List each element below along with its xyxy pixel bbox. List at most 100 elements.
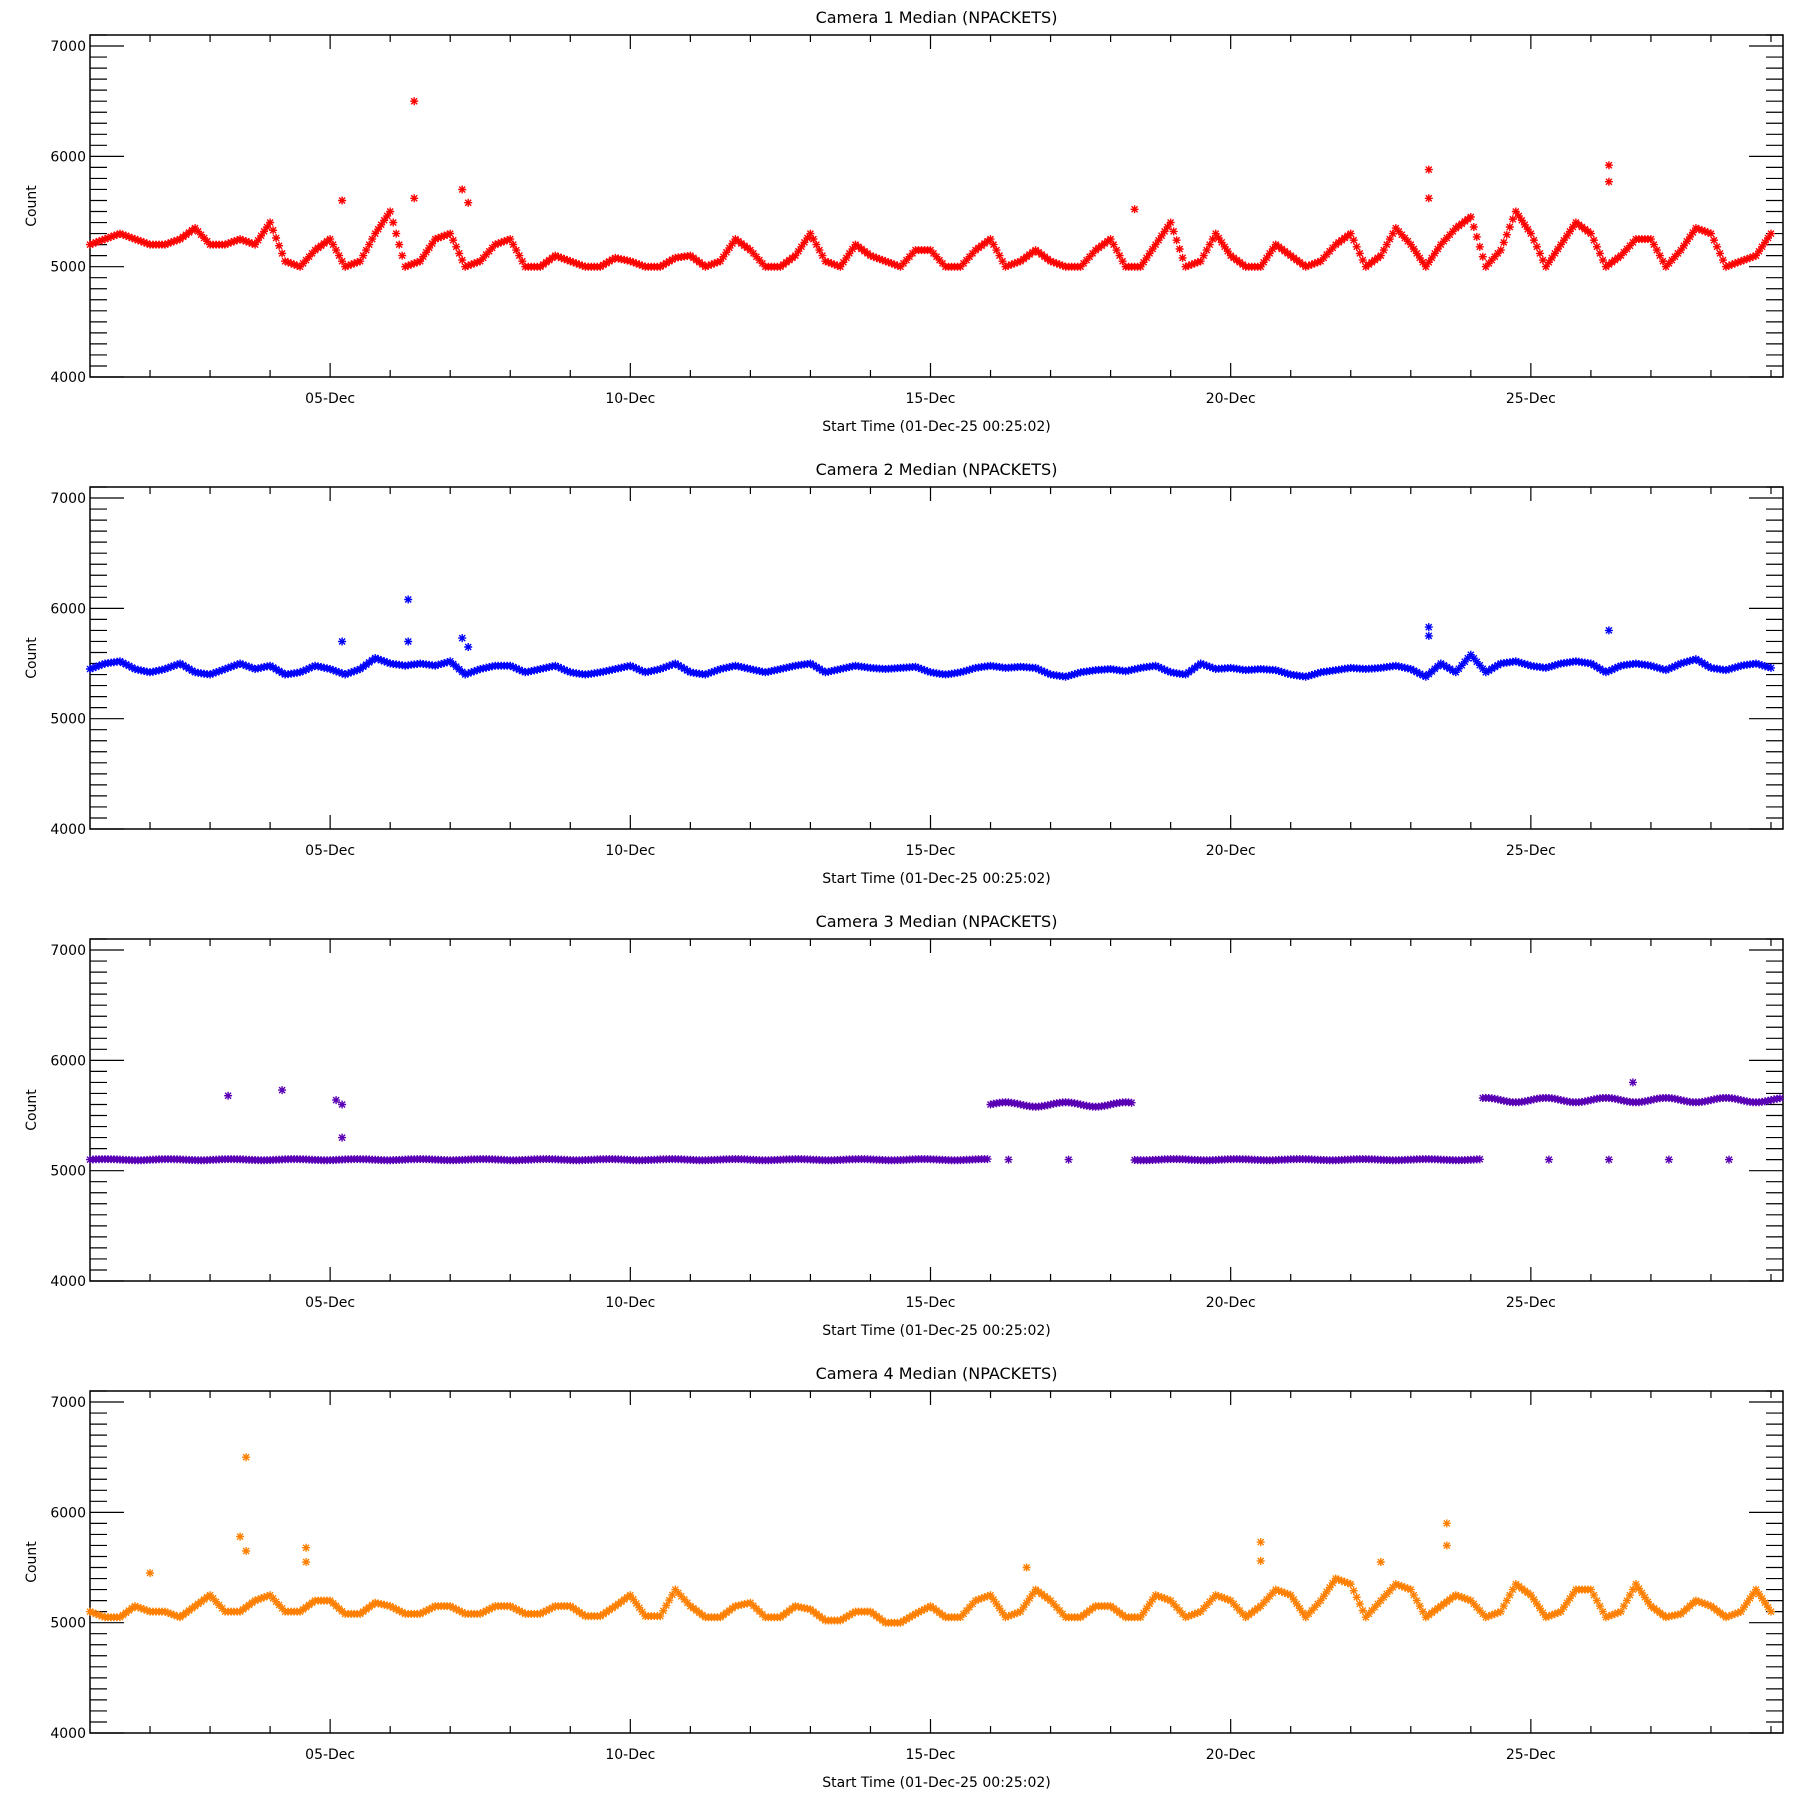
plot-frame [89,486,1784,830]
outlier-point [1604,160,1614,170]
outlier-point [235,1531,245,1542]
outlier-point [301,1557,311,1567]
outlier-point [1376,1557,1386,1567]
outlier-point [1664,1154,1674,1165]
data-point [1475,1154,1485,1165]
data-point [1469,222,1479,232]
plot-frame [89,34,1784,378]
outlier-point [403,636,413,647]
x-tick-label: 20-Dec [1206,843,1256,859]
chart-title: Camera 4 Median (NPACKETS) [816,1364,1058,1383]
data-point [265,217,275,228]
data-point [397,250,407,261]
outlier-point [241,1546,251,1556]
outlier-point [223,1090,233,1101]
x-tick-label: 05-Dec [305,1295,355,1311]
data-series [85,1452,1776,1628]
outlier-point [1424,631,1434,641]
outlier-point [277,1085,287,1095]
outlier-point [1424,622,1434,632]
chart-title: Camera 3 Median (NPACKETS) [816,912,1058,931]
x-tick-label: 25-Dec [1506,391,1556,407]
outlier-point [403,594,413,605]
x-tick-label: 25-Dec [1506,1295,1556,1311]
data-point [1496,245,1506,255]
y-tick-label: 5000 [50,712,86,728]
y-tick-label: 4000 [50,822,86,838]
data-point [277,248,287,259]
data-point [1505,222,1515,232]
outlier-point [241,1452,251,1462]
data-point [1766,663,1776,673]
data-point [1502,229,1512,240]
outlier-point [337,1132,347,1143]
x-axis-label: Start Time (01-Dec-25 00:25:02) [822,419,1050,435]
y-axis-label: Count [24,185,40,227]
outlier-point [331,1095,341,1105]
data-point [1177,253,1188,263]
y-axis-label: Count [24,637,40,679]
outlier-point [1003,1154,1014,1165]
outlier-point [457,184,467,195]
y-tick-label: 5000 [50,260,86,276]
panel-camera-1: Camera 1 Median (NPACKETS) Start Time (01… [24,8,1784,435]
x-tick-label: 15-Dec [906,1747,956,1763]
data-series [85,1077,1785,1165]
y-tick-label: 6000 [50,1505,86,1521]
data-point [271,233,281,243]
y-tick-label: 4000 [50,1726,86,1742]
x-tick-label: 20-Dec [1206,391,1256,407]
x-tick-label: 10-Dec [605,1747,655,1763]
plot-frame [89,938,1784,1282]
outlier-point [145,1568,155,1578]
outlier-point [1442,1540,1452,1551]
outlier-point [1255,1537,1266,1547]
x-axis-label: Start Time (01-Dec-25 00:25:02) [822,871,1050,887]
outlier-point [337,195,347,206]
outlier-point [1129,204,1140,215]
data-point [1775,1093,1785,1104]
x-tick-label: 25-Dec [1506,843,1556,859]
y-axis-label: Count [24,1089,40,1131]
outlier-point [409,96,419,106]
outlier-point [1724,1154,1734,1165]
data-point [1766,1606,1776,1617]
data-point [1165,217,1176,228]
data-point [1478,252,1488,262]
chart-title: Camera 2 Median (NPACKETS) [816,460,1058,479]
outlier-point [463,197,473,208]
chart-title: Camera 1 Median (NPACKETS) [816,8,1058,27]
x-tick-label: 25-Dec [1506,1747,1556,1763]
data-point [274,240,284,251]
data-point [982,1154,993,1164]
panel-camera-2: Camera 2 Median (NPACKETS) Start Time (01… [24,460,1784,887]
data-point [1168,226,1179,237]
outlier-point [1424,164,1434,175]
y-tick-label: 7000 [50,491,86,507]
y-axis-label: Count [24,1541,40,1583]
data-point [1499,237,1509,248]
y-tick-label: 4000 [50,1274,86,1290]
panel-camera-3: Camera 3 Median (NPACKETS) Start Time (01… [24,912,1785,1339]
x-tick-label: 15-Dec [906,843,956,859]
y-tick-label: 7000 [50,1395,86,1411]
outlier-point [409,193,419,204]
x-tick-label: 20-Dec [1206,1295,1256,1311]
outlier-point [301,1542,311,1553]
outlier-point [1021,1562,1032,1573]
data-point [394,239,404,250]
outlier-point [463,642,473,652]
y-tick-label: 6000 [50,601,86,617]
panel-camera-4: Camera 4 Median (NPACKETS) Start Time (01… [24,1364,1784,1791]
outlier-point [1604,625,1614,636]
outlier-point [1063,1154,1074,1165]
data-point [1766,228,1776,239]
data-point [1475,242,1485,252]
outlier-point [457,633,467,643]
y-tick-label: 4000 [50,370,86,386]
x-tick-label: 05-Dec [305,391,355,407]
outlier-point [1604,1154,1614,1165]
x-tick-label: 15-Dec [906,391,956,407]
data-point [268,225,278,236]
